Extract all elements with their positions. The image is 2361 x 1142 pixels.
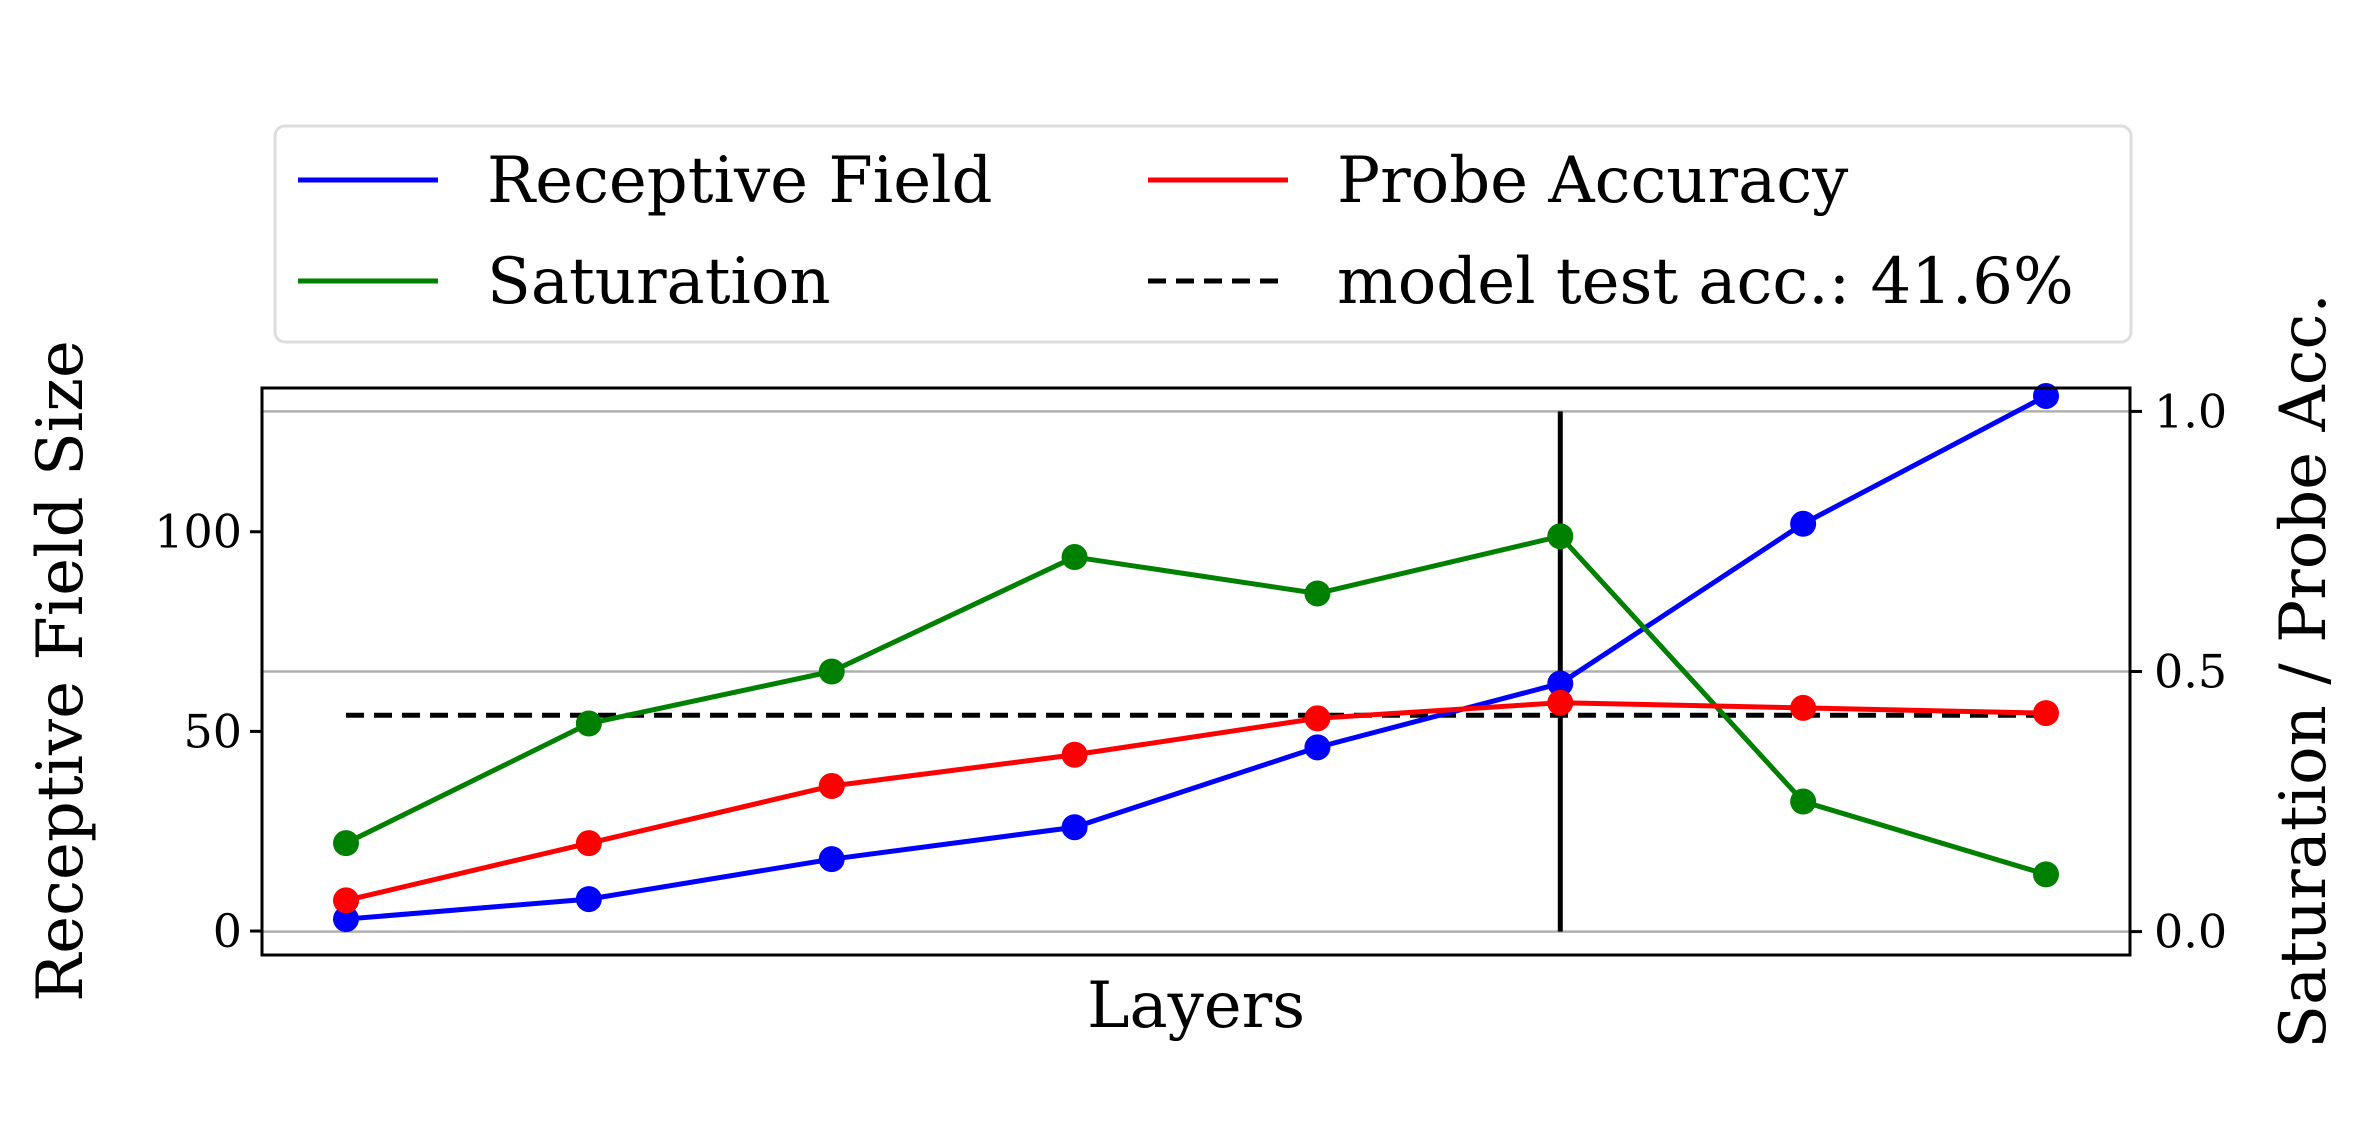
grid-lines [262, 410, 2130, 933]
y-axis-left-title: Receptive Field Size [24, 340, 98, 1002]
point-probe-accuracy-5 [1304, 705, 1331, 732]
legend-label-receptive-field: Receptive Field [487, 144, 993, 218]
point-saturation-4 [1061, 544, 1088, 571]
axis-ticks: 0 50 100 0.0 0.5 1.0 [154, 384, 2227, 958]
point-probe-accuracy-4 [1061, 741, 1088, 768]
point-receptive-field-6 [1547, 670, 1574, 697]
y-right-tick-label-0: 0.0 [2154, 905, 2227, 959]
point-saturation-5 [1304, 580, 1331, 607]
point-receptive-field-7 [1790, 510, 1817, 537]
y-axis-right-title: Saturation / Probe Acc. [2267, 293, 2341, 1049]
point-saturation-6 [1547, 523, 1574, 550]
point-probe-accuracy-1 [333, 887, 359, 914]
series-line-receptive-field [345, 393, 2048, 922]
point-receptive-field-4 [1061, 814, 1088, 841]
series-line-saturation [344, 533, 2047, 877]
legend-label-probe-accuracy: Probe Accuracy [1337, 144, 1848, 218]
point-saturation-3 [818, 658, 845, 685]
point-probe-accuracy-7 [1790, 694, 1817, 721]
x-axis-title: Layers [1087, 969, 1305, 1043]
y-right-tick-label-2: 1.0 [2154, 384, 2227, 438]
point-probe-accuracy-8 [2033, 700, 2059, 727]
point-saturation-2 [575, 710, 602, 737]
series-line-probe-accuracy [345, 700, 2047, 903]
y-left-tick-label-1: 50 [183, 704, 242, 758]
y-left-tick-label-2: 100 [154, 505, 242, 559]
point-saturation-8 [2033, 861, 2059, 888]
plot-area [333, 382, 2059, 933]
legend-label-model-test-acc: model test acc.: 41.6% [1337, 245, 2074, 319]
point-saturation-1 [333, 830, 359, 857]
point-probe-accuracy-3 [818, 772, 845, 799]
legend: Receptive Field Saturation Probe Accurac… [273, 124, 2133, 344]
point-receptive-field-2 [575, 886, 602, 913]
y-left-tick-label-0: 0 [213, 904, 242, 958]
point-probe-accuracy-2 [575, 830, 602, 857]
y-right-tick-label-1: 0.5 [2154, 645, 2227, 699]
legend-label-saturation: Saturation [487, 245, 831, 319]
legend-box [273, 124, 2133, 344]
point-receptive-field-1 [333, 906, 359, 933]
point-probe-accuracy-6 [1547, 689, 1574, 716]
point-saturation-7 [1790, 788, 1817, 815]
point-receptive-field-3 [818, 846, 845, 873]
point-receptive-field-5 [1304, 734, 1331, 761]
